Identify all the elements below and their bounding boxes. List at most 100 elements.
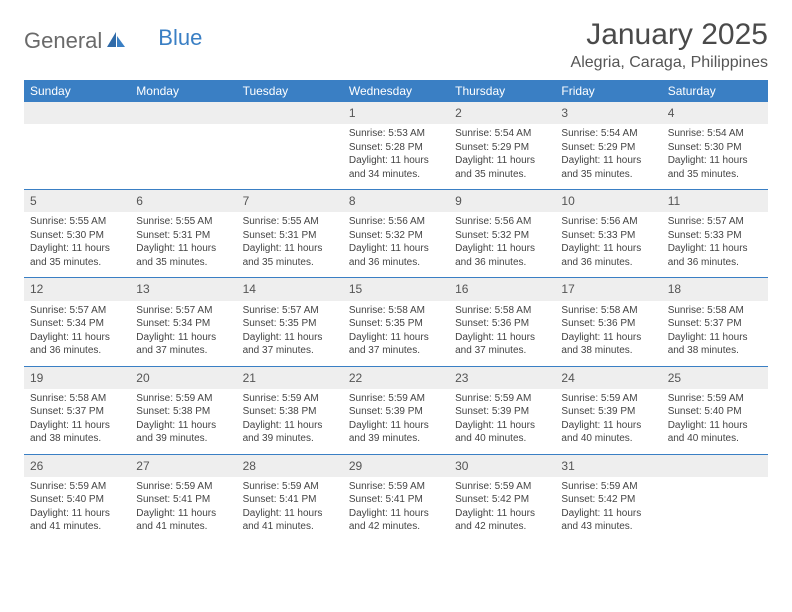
daylight-text-2: and 40 minutes. [455, 432, 549, 446]
daylight-text-1: Daylight: 11 hours [455, 242, 549, 256]
day-number-cell: 30 [449, 455, 555, 477]
day-number-cell: 4 [662, 102, 768, 124]
daylight-text-2: and 35 minutes. [561, 168, 655, 182]
day-number-cell: 19 [24, 367, 130, 389]
day-number-cell: 14 [237, 278, 343, 300]
day-number-cell [130, 102, 236, 124]
day-number-row: 12131415161718 [24, 278, 768, 300]
daylight-text-1: Daylight: 11 hours [30, 331, 124, 345]
sunrise-text: Sunrise: 5:59 AM [455, 392, 549, 406]
sunset-text: Sunset: 5:30 PM [668, 141, 762, 155]
daylight-text-2: and 42 minutes. [455, 520, 549, 534]
sunset-text: Sunset: 5:36 PM [455, 317, 549, 331]
sunset-text: Sunset: 5:32 PM [455, 229, 549, 243]
sunrise-text: Sunrise: 5:58 AM [668, 304, 762, 318]
day-number-cell: 27 [130, 455, 236, 477]
day-number-cell: 26 [24, 455, 130, 477]
day-number-cell: 12 [24, 278, 130, 300]
day-number-cell [662, 455, 768, 477]
day-number-cell: 2 [449, 102, 555, 124]
day-number-cell: 21 [237, 367, 343, 389]
sunset-text: Sunset: 5:41 PM [243, 493, 337, 507]
sunrise-text: Sunrise: 5:58 AM [561, 304, 655, 318]
sunset-text: Sunset: 5:39 PM [455, 405, 549, 419]
daylight-text-2: and 34 minutes. [349, 168, 443, 182]
daylight-text-1: Daylight: 11 hours [455, 419, 549, 433]
day-detail-cell: Sunrise: 5:58 AMSunset: 5:37 PMDaylight:… [662, 301, 768, 367]
day-number-cell: 10 [555, 190, 661, 212]
daylight-text-1: Daylight: 11 hours [243, 242, 337, 256]
sunrise-text: Sunrise: 5:59 AM [561, 480, 655, 494]
daylight-text-2: and 37 minutes. [136, 344, 230, 358]
sunset-text: Sunset: 5:32 PM [349, 229, 443, 243]
daylight-text-2: and 35 minutes. [243, 256, 337, 270]
daylight-text-1: Daylight: 11 hours [561, 154, 655, 168]
weekday-friday: Friday [555, 80, 661, 102]
sunrise-text: Sunrise: 5:57 AM [668, 215, 762, 229]
day-number-cell: 15 [343, 278, 449, 300]
day-detail-cell [237, 124, 343, 190]
sunrise-text: Sunrise: 5:55 AM [136, 215, 230, 229]
day-number-cell: 6 [130, 190, 236, 212]
day-number-cell: 5 [24, 190, 130, 212]
daylight-text-2: and 39 minutes. [243, 432, 337, 446]
daylight-text-1: Daylight: 11 hours [136, 242, 230, 256]
day-detail-cell: Sunrise: 5:57 AMSunset: 5:35 PMDaylight:… [237, 301, 343, 367]
calendar-table: Sunday Monday Tuesday Wednesday Thursday… [24, 80, 768, 542]
day-number-cell: 18 [662, 278, 768, 300]
day-detail-row: Sunrise: 5:57 AMSunset: 5:34 PMDaylight:… [24, 301, 768, 367]
day-detail-cell: Sunrise: 5:57 AMSunset: 5:33 PMDaylight:… [662, 212, 768, 278]
day-detail-row: Sunrise: 5:53 AMSunset: 5:28 PM Daylight:… [24, 124, 768, 190]
daylight-text-2: and 36 minutes. [30, 344, 124, 358]
calendar-body: 1234Sunrise: 5:53 AMSunset: 5:28 PMDayli… [24, 102, 768, 542]
sunset-text: Sunset: 5:29 PM [455, 141, 549, 155]
day-detail-cell [662, 477, 768, 542]
day-number-cell: 23 [449, 367, 555, 389]
weekday-monday: Monday [130, 80, 236, 102]
day-detail-cell: Sunrise: 5:54 AMSunset: 5:30 PMDaylight:… [662, 124, 768, 190]
sunset-text: Sunset: 5:39 PM [349, 405, 443, 419]
weekday-tuesday: Tuesday [237, 80, 343, 102]
daylight-text-2: and 41 minutes. [136, 520, 230, 534]
weekday-saturday: Saturday [662, 80, 768, 102]
daylight-text-2: and 37 minutes. [455, 344, 549, 358]
day-detail-cell: Sunrise: 5:59 AMSunset: 5:41 PMDaylight:… [343, 477, 449, 542]
sunset-text: Sunset: 5:28 PM [349, 141, 443, 155]
sunset-text: Sunset: 5:33 PM [668, 229, 762, 243]
day-detail-cell [130, 124, 236, 190]
daylight-text-1: Daylight: 11 hours [30, 419, 124, 433]
logo-text-blue: Blue [158, 25, 202, 51]
sunrise-text: Sunrise: 5:59 AM [243, 480, 337, 494]
day-number-cell: 16 [449, 278, 555, 300]
day-detail-row: Sunrise: 5:59 AMSunset: 5:40 PMDaylight:… [24, 477, 768, 542]
day-detail-cell: Sunrise: 5:58 AMSunset: 5:35 PMDaylight:… [343, 301, 449, 367]
daylight-text-1: Daylight: 11 hours [561, 419, 655, 433]
sunrise-text: Sunrise: 5:56 AM [349, 215, 443, 229]
sunset-text: Sunset: 5:30 PM [30, 229, 124, 243]
day-detail-cell: Sunrise: 5:58 AMSunset: 5:37 PMDaylight:… [24, 389, 130, 455]
day-detail-cell: Sunrise: 5:58 AMSunset: 5:36 PMDaylight:… [449, 301, 555, 367]
weekday-header-row: Sunday Monday Tuesday Wednesday Thursday… [24, 80, 768, 102]
daylight-text-2: and 37 minutes. [243, 344, 337, 358]
sunrise-text: Sunrise: 5:53 AM [349, 127, 443, 141]
daylight-text-1: Daylight: 11 hours [561, 507, 655, 521]
daylight-text-2: and 38 minutes. [561, 344, 655, 358]
day-number-row: 19202122232425 [24, 367, 768, 389]
title-block: January 2025 Alegria, Caraga, Philippine… [571, 18, 768, 72]
day-number-cell: 3 [555, 102, 661, 124]
daylight-text-1: Daylight: 11 hours [561, 242, 655, 256]
sunrise-text: Sunrise: 5:59 AM [349, 392, 443, 406]
day-detail-cell: Sunrise: 5:56 AMSunset: 5:32 PMDaylight:… [449, 212, 555, 278]
day-number-cell: 25 [662, 367, 768, 389]
header: General Blue January 2025 Alegria, Carag… [24, 18, 768, 72]
sunset-text: Sunset: 5:41 PM [136, 493, 230, 507]
day-detail-cell [24, 124, 130, 190]
sunrise-text: Sunrise: 5:56 AM [561, 215, 655, 229]
logo-sail-icon [106, 30, 126, 53]
daylight-text-2: and 43 minutes. [561, 520, 655, 534]
daylight-text-2: and 39 minutes. [136, 432, 230, 446]
day-number-row: 1234 [24, 102, 768, 124]
sunset-text: Sunset: 5:31 PM [243, 229, 337, 243]
page-title: January 2025 [571, 18, 768, 52]
daylight-text-1: Daylight: 11 hours [136, 419, 230, 433]
